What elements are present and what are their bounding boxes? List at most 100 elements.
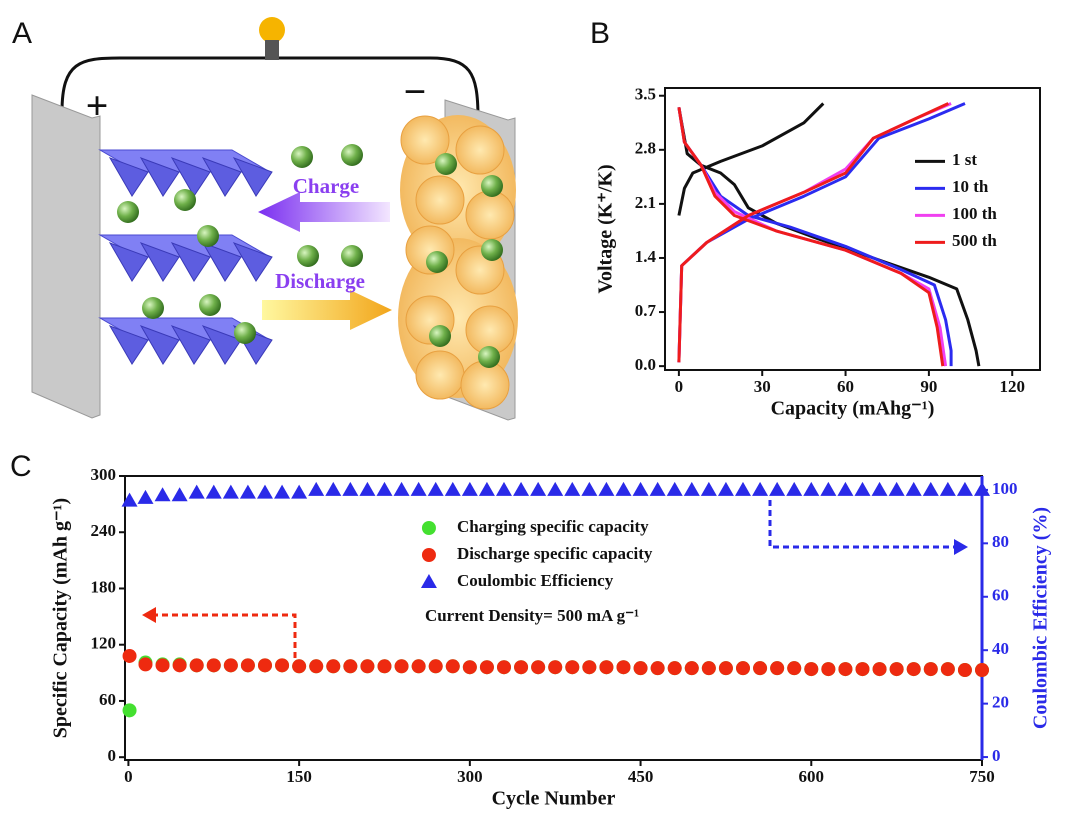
triangle-marker: [922, 481, 939, 496]
circle-marker: [122, 648, 137, 663]
y-tick-label: 2.8: [635, 139, 656, 158]
ion: [481, 175, 503, 197]
triangle-marker: [905, 481, 922, 496]
triangle-marker: [547, 481, 564, 496]
layer-tooth: [108, 242, 149, 282]
plot-frame: [664, 87, 1041, 371]
negative-sign: −: [404, 69, 427, 114]
ions: [117, 144, 503, 368]
ion: [197, 225, 219, 247]
ion: [297, 245, 319, 267]
triangle-marker: [820, 481, 837, 496]
triangle-marker: [564, 481, 581, 496]
arrow-head: [954, 539, 968, 555]
discharge-arrow: [262, 290, 392, 330]
ion: [478, 346, 500, 368]
circle-marker: [667, 661, 682, 676]
circle-marker: [565, 660, 580, 675]
circle-marker: [421, 521, 436, 535]
circle-marker: [411, 659, 426, 674]
circle-marker: [428, 659, 443, 674]
circle-marker: [770, 661, 785, 676]
circle-marker: [275, 658, 290, 673]
triangle-marker: [888, 481, 905, 496]
guide-arrow: [152, 613, 297, 658]
layer-tooth: [232, 157, 273, 197]
triangle-marker: [666, 481, 683, 496]
circle-marker: [531, 660, 546, 675]
triangle-marker: [956, 481, 973, 496]
triangle-marker: [393, 481, 410, 496]
layer-tooth: [201, 325, 242, 365]
circle-marker: [804, 662, 819, 677]
circle-marker: [599, 660, 614, 675]
triangle-marker: [632, 481, 649, 496]
circle-marker: [309, 659, 324, 674]
anode-material: [398, 115, 518, 410]
y-tick-label: 180: [91, 577, 117, 596]
ion: [199, 294, 221, 316]
triangle-marker: [513, 481, 530, 496]
ion: [291, 146, 313, 168]
ion: [341, 245, 363, 267]
circle-marker: [292, 659, 307, 674]
triangle-marker: [461, 481, 478, 496]
legend-label: 1 st: [952, 150, 977, 169]
triangle-marker: [598, 481, 615, 496]
triangle-marker: [495, 481, 512, 496]
y-tick-label: 240: [91, 521, 117, 540]
triangle-marker: [700, 481, 717, 496]
triangle-marker: [649, 481, 666, 496]
blob-texture: [460, 360, 510, 410]
circle-marker: [821, 662, 836, 677]
ion: [142, 297, 164, 319]
legend-label: 500 th: [952, 231, 997, 250]
triangle-marker: [752, 481, 769, 496]
ion: [429, 325, 451, 347]
schematic: + − Charge Discharge: [31, 17, 518, 421]
line-series: [677, 102, 981, 367]
triangle-marker: [786, 481, 803, 496]
y-tick-label: 300: [91, 465, 117, 484]
triangle-marker: [717, 481, 734, 496]
y2-tick-label: 100: [992, 479, 1018, 498]
layer-tooth: [170, 242, 211, 282]
y-tick-label: 1.4: [635, 247, 657, 266]
x-tick-label: 750: [969, 767, 995, 786]
annotation: Current Density= 500 mA g⁻¹: [425, 606, 639, 625]
triangle-marker: [325, 481, 342, 496]
layer-tooth: [170, 325, 211, 365]
layer-tooth: [108, 325, 149, 365]
layer-tooth: [139, 157, 180, 197]
x-tick-label: 30: [754, 377, 771, 396]
layer-tooth: [201, 242, 242, 282]
circle-marker: [445, 659, 460, 674]
x-tick-label: 450: [628, 767, 654, 786]
ion: [426, 251, 448, 273]
blob-texture: [465, 190, 515, 240]
arrow-head: [142, 607, 156, 623]
legend-label: Discharge specific capacity: [457, 544, 653, 563]
y2-axis-label: Coulombic Efficiency (%): [1030, 507, 1052, 729]
y-tick-label: 3.5: [635, 85, 656, 104]
positive-sign: +: [86, 83, 109, 128]
circle-marker: [496, 660, 511, 675]
triangle-marker: [581, 481, 598, 496]
triangle-marker: [154, 487, 171, 502]
circle-marker: [421, 548, 436, 562]
circle-marker: [787, 661, 802, 676]
triangle-marker: [359, 481, 376, 496]
y-tick-label: 0.0: [635, 355, 656, 374]
y-tick-label: 2.1: [635, 193, 656, 212]
line-series: [677, 102, 949, 367]
triangle-marker: [427, 481, 444, 496]
y-axis-label: Specific Capacity (mAh g⁻¹): [50, 498, 72, 738]
cathode-layers: [98, 149, 273, 365]
y-tick-label: 60: [99, 690, 116, 709]
circle-marker: [514, 660, 529, 675]
circle-marker: [394, 659, 409, 674]
circle-marker: [633, 661, 648, 676]
layer-tooth: [139, 325, 180, 365]
x-tick-label: 0: [124, 767, 133, 786]
